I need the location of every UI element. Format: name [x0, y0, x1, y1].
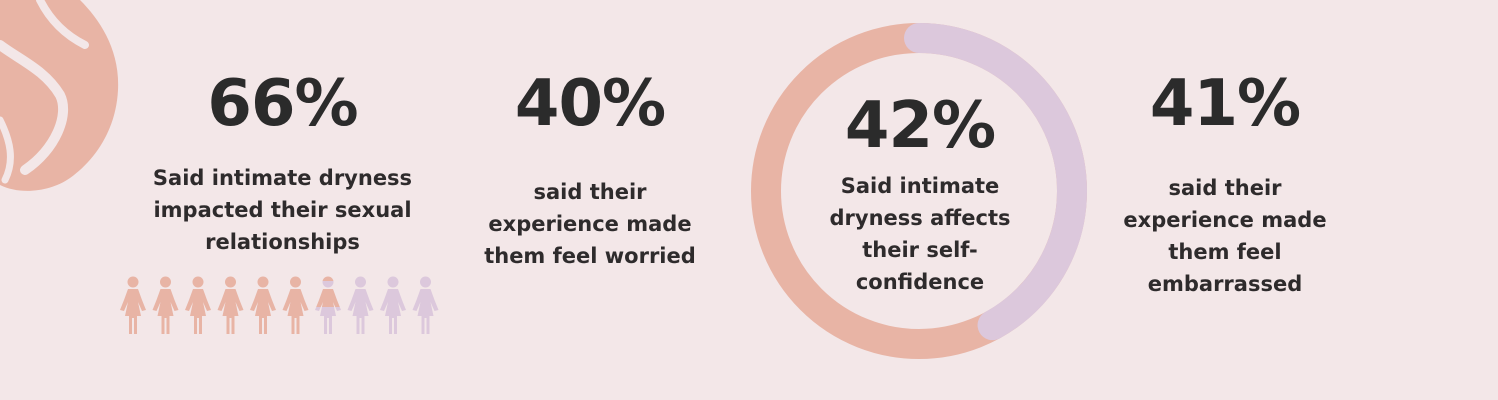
person-icon [412, 276, 439, 334]
stat-value: 42% [844, 89, 996, 163]
person-icon [380, 276, 406, 334]
person-icon [217, 276, 244, 334]
stat-embarrassed: 41% said their experience made them feel… [1105, 72, 1345, 300]
stat-description: Said intimate dryness affects their self… [829, 174, 1011, 294]
stat-value: 41% [1149, 67, 1301, 141]
stat-value: 66% [207, 67, 358, 141]
person-icon [152, 276, 179, 334]
floral-blob-decoration [0, 0, 119, 191]
stat-worried: 40% said their experience made them feel… [470, 72, 710, 272]
stat-description: said their experience made them feel emb… [1123, 176, 1327, 296]
stat-sexual-relationships: 66% Said intimate dryness impacted their… [130, 72, 435, 258]
person-pictogram [120, 276, 439, 334]
stat-description: said their experience made them feel wor… [484, 180, 696, 268]
person-icon [120, 276, 146, 334]
person-icon [315, 276, 341, 334]
person-icon [347, 276, 374, 334]
person-icon [282, 276, 309, 334]
stat-description: Said intimate dryness impacted their sex… [152, 166, 413, 254]
ring-fraction [751, 23, 1087, 359]
ring-chart [751, 23, 1087, 359]
person-icon [250, 276, 276, 334]
stat-value: 40% [514, 67, 666, 141]
stat-self-confidence: 42% Said intimate dryness affects their … [800, 94, 1040, 298]
person-icon [185, 276, 211, 334]
